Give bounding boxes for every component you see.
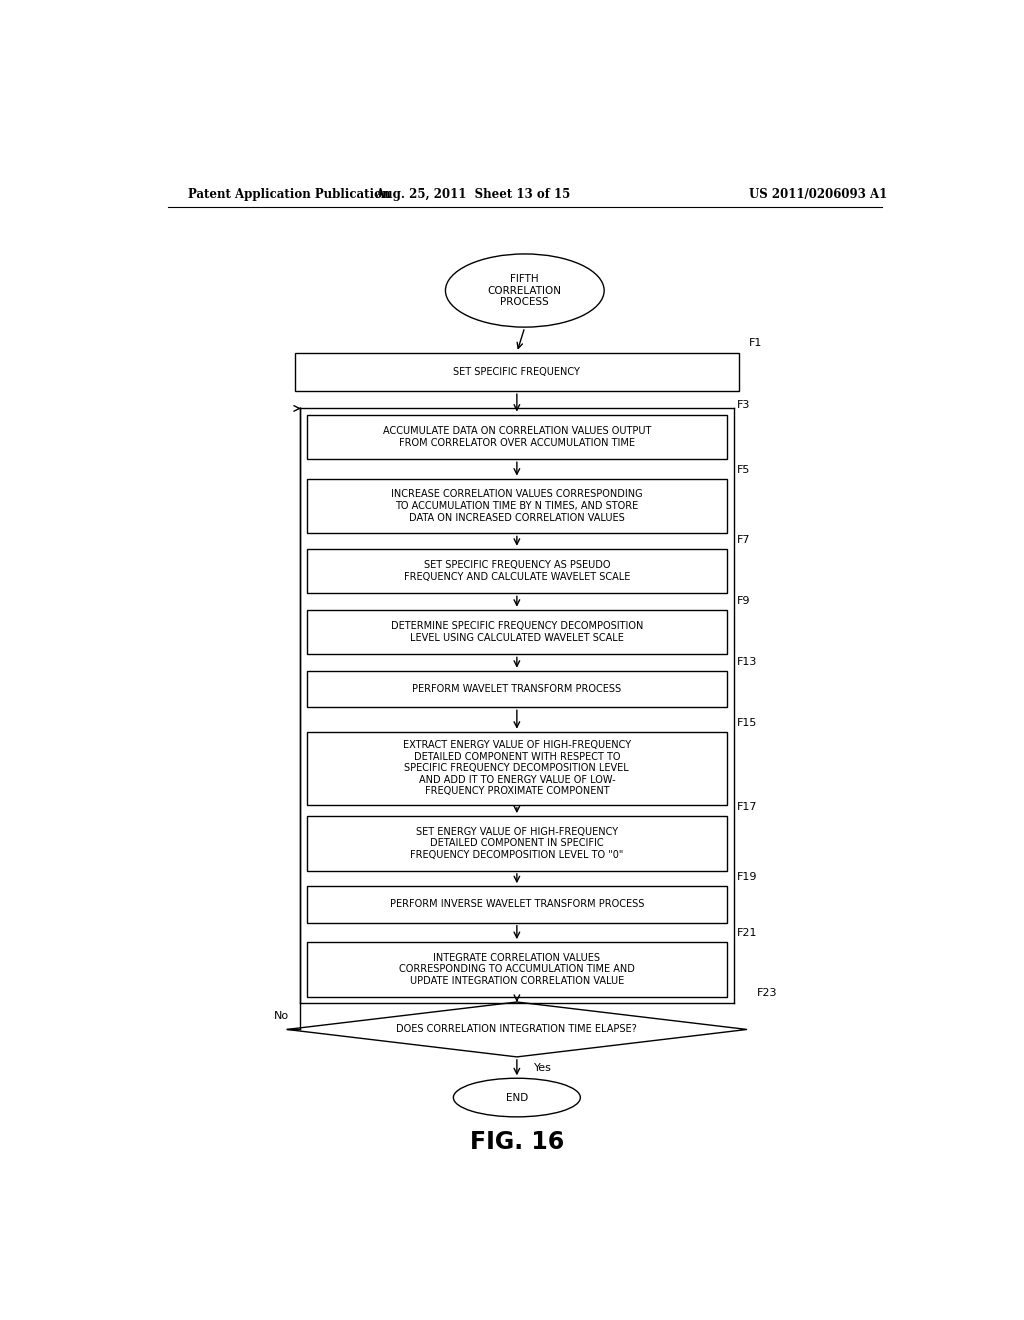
FancyBboxPatch shape [306, 610, 727, 655]
FancyBboxPatch shape [306, 816, 727, 871]
Text: INCREASE CORRELATION VALUES CORRESPONDING
TO ACCUMULATION TIME BY N TIMES, AND S: INCREASE CORRELATION VALUES CORRESPONDIN… [391, 490, 643, 523]
Text: No: No [274, 1011, 289, 1022]
Text: SET ENERGY VALUE OF HIGH-FREQUENCY
DETAILED COMPONENT IN SPECIFIC
FREQUENCY DECO: SET ENERGY VALUE OF HIGH-FREQUENCY DETAI… [411, 826, 624, 861]
FancyBboxPatch shape [306, 731, 727, 805]
Text: F3: F3 [736, 400, 750, 411]
Text: FIG. 16: FIG. 16 [470, 1130, 564, 1154]
Text: F7: F7 [736, 535, 751, 545]
Ellipse shape [445, 253, 604, 327]
FancyBboxPatch shape [306, 414, 727, 459]
Ellipse shape [454, 1078, 581, 1117]
Text: F13: F13 [736, 656, 757, 667]
Text: F1: F1 [749, 338, 762, 348]
FancyBboxPatch shape [306, 886, 727, 923]
Text: DOES CORRELATION INTEGRATION TIME ELAPSE?: DOES CORRELATION INTEGRATION TIME ELAPSE… [396, 1024, 637, 1035]
Text: F5: F5 [736, 465, 750, 474]
Text: PERFORM INVERSE WAVELET TRANSFORM PROCESS: PERFORM INVERSE WAVELET TRANSFORM PROCES… [390, 899, 644, 909]
FancyBboxPatch shape [306, 671, 727, 708]
Text: EXTRACT ENERGY VALUE OF HIGH-FREQUENCY
DETAILED COMPONENT WITH RESPECT TO
SPECIF: EXTRACT ENERGY VALUE OF HIGH-FREQUENCY D… [402, 741, 631, 796]
FancyBboxPatch shape [295, 352, 739, 391]
Text: F21: F21 [736, 928, 757, 939]
Text: FIFTH
CORRELATION
PROCESS: FIFTH CORRELATION PROCESS [487, 275, 562, 308]
FancyBboxPatch shape [306, 549, 727, 594]
Text: F15: F15 [736, 718, 757, 727]
Text: DETERMINE SPECIFIC FREQUENCY DECOMPOSITION
LEVEL USING CALCULATED WAVELET SCALE: DETERMINE SPECIFIC FREQUENCY DECOMPOSITI… [391, 622, 643, 643]
Text: ACCUMULATE DATA ON CORRELATION VALUES OUTPUT
FROM CORRELATOR OVER ACCUMULATION T: ACCUMULATE DATA ON CORRELATION VALUES OU… [383, 426, 651, 447]
Text: Aug. 25, 2011  Sheet 13 of 15: Aug. 25, 2011 Sheet 13 of 15 [376, 189, 570, 202]
Text: F9: F9 [736, 595, 751, 606]
Text: F17: F17 [736, 803, 757, 812]
Text: Patent Application Publication: Patent Application Publication [187, 189, 390, 202]
FancyBboxPatch shape [306, 942, 727, 997]
Text: END: END [506, 1093, 528, 1102]
Text: F19: F19 [736, 873, 757, 882]
Text: US 2011/0206093 A1: US 2011/0206093 A1 [750, 189, 888, 202]
Text: Yes: Yes [535, 1063, 552, 1073]
Text: SET SPECIFIC FREQUENCY AS PSEUDO
FREQUENCY AND CALCULATE WAVELET SCALE: SET SPECIFIC FREQUENCY AS PSEUDO FREQUEN… [403, 560, 630, 582]
FancyBboxPatch shape [306, 479, 727, 533]
Polygon shape [287, 1002, 748, 1057]
Text: SET SPECIFIC FREQUENCY: SET SPECIFIC FREQUENCY [454, 367, 581, 376]
Text: PERFORM WAVELET TRANSFORM PROCESS: PERFORM WAVELET TRANSFORM PROCESS [413, 684, 622, 694]
Text: F23: F23 [757, 987, 777, 998]
Text: INTEGRATE CORRELATION VALUES
CORRESPONDING TO ACCUMULATION TIME AND
UPDATE INTEG: INTEGRATE CORRELATION VALUES CORRESPONDI… [399, 953, 635, 986]
